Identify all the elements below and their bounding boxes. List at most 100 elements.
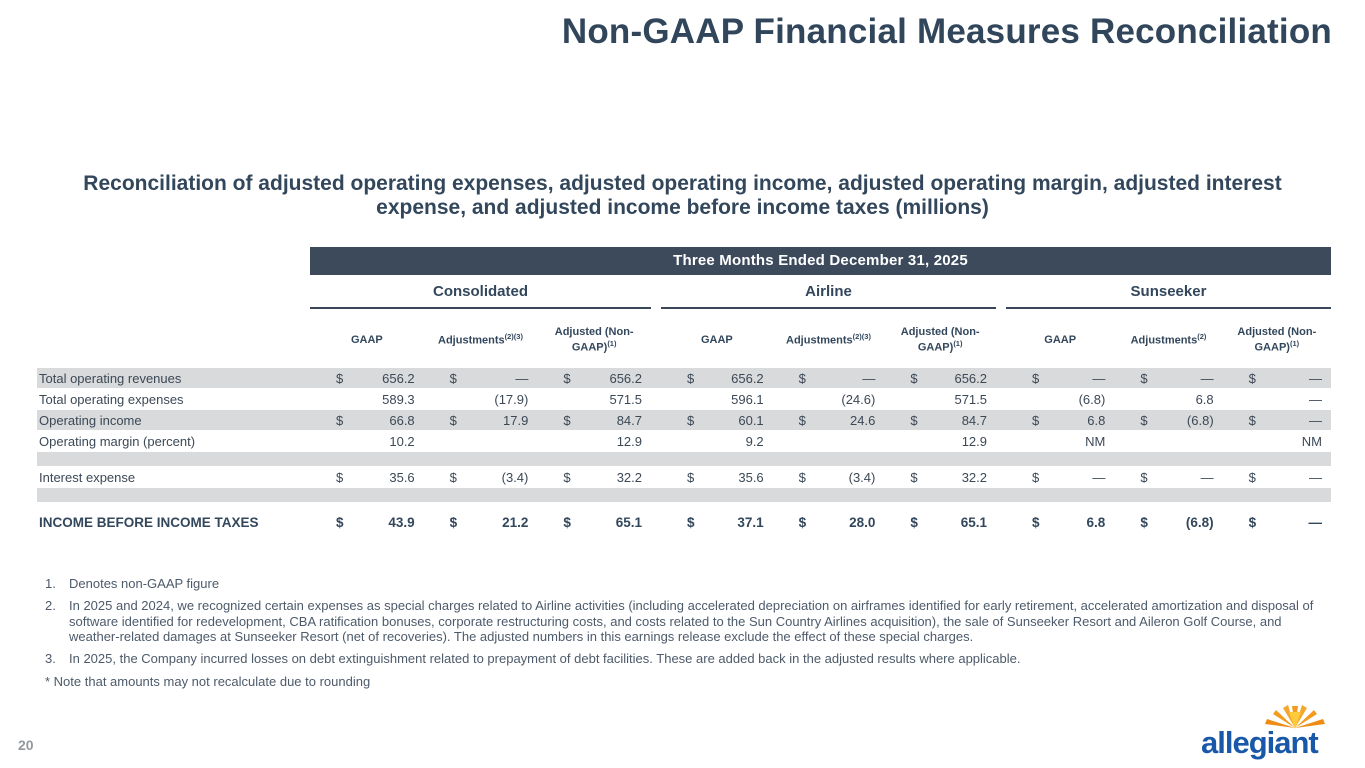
value-cell: $ — — [1114, 371, 1222, 386]
value-cell: $35.6 — [310, 470, 424, 485]
row-group: $656.2 $ — $656.2 — [661, 371, 996, 386]
value-cell: $656.2 — [310, 371, 424, 386]
cell-value: NM — [1085, 433, 1106, 449]
cell-value: 656.2 — [954, 370, 988, 386]
cell-value: 24.6 — [850, 412, 876, 428]
value-cell — [424, 434, 538, 449]
dollar-sign: $ — [1140, 412, 1148, 428]
value-cell: $656.2 — [884, 371, 996, 386]
cell-value: 589.3 — [382, 391, 415, 407]
cell-value: 28.0 — [849, 514, 876, 530]
value-cell: $66.8 — [310, 413, 424, 428]
group-consolidated: Consolidated — [310, 277, 651, 309]
row-group: $37.1 $28.0 $65.1 — [661, 515, 996, 530]
dollar-sign: $ — [1248, 370, 1256, 386]
row-group: $6.8 $ (6.8) $ — — [1006, 515, 1331, 530]
value-cell: 6.8 — [1114, 392, 1222, 407]
footnote-text: Denotes non-GAAP figure — [69, 576, 220, 591]
dollar-sign: $ — [798, 370, 806, 386]
dollar-sign: $ — [1032, 469, 1040, 485]
group-airline: Airline — [661, 277, 996, 309]
value-cell: $35.6 — [661, 470, 773, 485]
dollar-sign: $ — [1140, 469, 1148, 485]
value-cell: 12.9 — [884, 434, 996, 449]
column-header: GAAP — [1044, 333, 1077, 346]
value-cell: 12.9 — [537, 434, 651, 449]
cell-value: (6.8) — [1078, 391, 1106, 407]
cell-value: 84.7 — [616, 412, 643, 428]
cell-value: — — [515, 370, 529, 386]
value-cell: (6.8) — [1006, 392, 1114, 407]
row-group: $43.9 $21.2 $65.1 — [310, 515, 651, 530]
column-header-row: GAAP Adjustments(2)(3) Adjusted (Non-GAAP)… — [37, 313, 1331, 367]
dollar-sign: $ — [563, 412, 571, 428]
dollar-sign: $ — [1248, 412, 1256, 428]
cell-value: 571.5 — [609, 391, 643, 407]
cell-value: — — [1092, 469, 1106, 485]
cell-value: (17.9) — [494, 391, 529, 407]
value-cell: — — [1223, 392, 1331, 407]
value-cell: $6.8 — [1006, 413, 1114, 428]
group-label: Consolidated — [310, 277, 651, 309]
cell-value: 571.5 — [954, 391, 988, 407]
value-cell: $ — — [1223, 413, 1331, 428]
cell-value: 6.8 — [1086, 514, 1106, 530]
dollar-sign: $ — [798, 469, 806, 485]
dollar-sign: $ — [910, 370, 918, 386]
dollar-sign: $ — [910, 469, 918, 485]
allegiant-logo: allegiant — [1201, 704, 1351, 762]
value-cell: $6.8 — [1006, 515, 1114, 530]
cell-value: 60.1 — [738, 412, 764, 428]
value-cell: $84.7 — [884, 413, 996, 428]
column-header: GAAP — [350, 333, 383, 346]
group-label: Airline — [661, 277, 996, 309]
cell-value: 35.6 — [738, 469, 764, 485]
value-cell: (24.6) — [773, 392, 885, 407]
footnote-item: 2. In 2025 and 2024, we recognized certai… — [45, 598, 1332, 644]
cell-value: 65.1 — [960, 514, 988, 530]
table-row: Total operating expenses 589.3 (17.9) 571.5… — [37, 389, 1331, 409]
cell-value: — — [1308, 469, 1322, 485]
cell-value: — — [1200, 370, 1214, 386]
row-label: Interest expense — [39, 469, 136, 485]
cell-value: 656.2 — [731, 370, 764, 386]
cell-value: 6.8 — [1195, 391, 1214, 407]
value-cell: $65.1 — [537, 515, 651, 530]
footnote-text: In 2025, the Company incurred losses on … — [69, 651, 1021, 667]
value-cell: 9.2 — [661, 434, 773, 449]
cell-value: 656.2 — [609, 370, 643, 386]
cell-value: 65.1 — [615, 514, 643, 530]
value-cell: $60.1 — [661, 413, 773, 428]
row-group: 596.1 (24.6) 571.5 — [661, 392, 996, 407]
column-header: Adjusted (Non-GAAP)(1) — [554, 325, 634, 354]
cell-value: — — [1308, 370, 1322, 386]
cell-value: — — [862, 370, 876, 386]
cell-value: — — [1308, 514, 1322, 530]
value-cell: $ (3.4) — [424, 470, 538, 485]
dollar-sign: $ — [910, 412, 918, 428]
row-group: (6.8) 6.8 — — [1006, 392, 1331, 407]
dollar-sign: $ — [687, 412, 695, 428]
footnote-number: 1. — [45, 576, 56, 591]
value-cell — [773, 434, 885, 449]
row-label: Operating income — [39, 412, 142, 428]
footnote-item: 1. Denotes non-GAAP figure — [45, 576, 1332, 591]
dollar-sign: $ — [687, 514, 695, 530]
dollar-sign: $ — [1032, 370, 1040, 386]
value-cell: $17.9 — [424, 413, 538, 428]
value-cell: $ (6.8) — [1114, 515, 1222, 530]
row-group: 10.2 12.9 — [310, 434, 651, 449]
value-cell — [1114, 434, 1222, 449]
value-cell: 571.5 — [537, 392, 651, 407]
value-cell: $656.2 — [661, 371, 773, 386]
cell-value: 66.8 — [389, 412, 415, 428]
value-cell: $ — — [1006, 470, 1114, 485]
dollar-sign: $ — [336, 469, 344, 485]
value-cell: $ (6.8) — [1114, 413, 1222, 428]
value-cell: $43.9 — [310, 515, 424, 530]
column-header: Adjusted (Non-GAAP)(1) — [900, 325, 980, 354]
cell-value: 32.2 — [961, 469, 988, 485]
footnote-item: 3. In 2025, the Company incurred losses o… — [45, 651, 1332, 666]
column-header: Adjustments(2)(3) — [438, 332, 523, 347]
dollar-sign: $ — [687, 469, 695, 485]
